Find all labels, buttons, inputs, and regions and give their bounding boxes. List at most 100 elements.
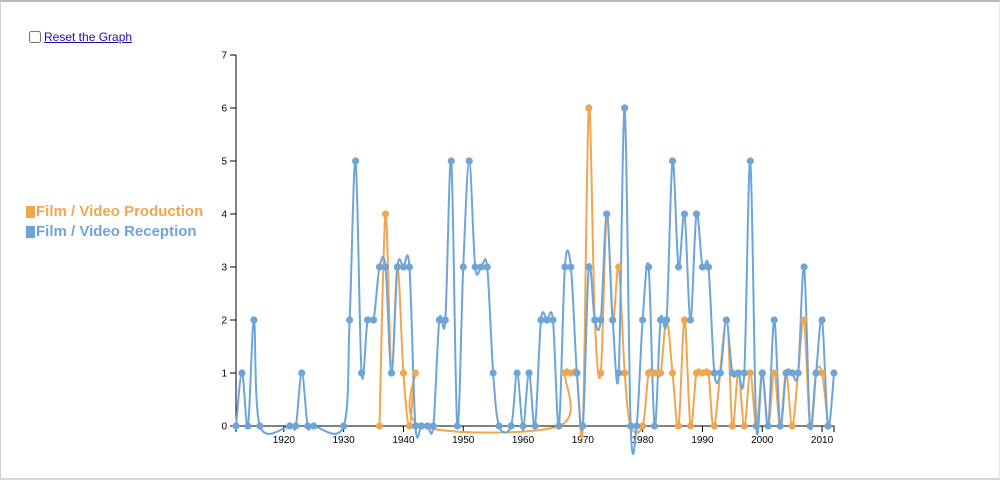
data-point-reception[interactable] <box>471 263 479 271</box>
data-point-reception[interactable] <box>806 422 814 430</box>
data-point-reception[interactable] <box>495 422 503 430</box>
data-point-reception[interactable] <box>692 210 701 218</box>
data-point-reception[interactable] <box>746 157 754 165</box>
data-point-reception[interactable] <box>770 316 778 324</box>
data-point-reception[interactable] <box>645 263 653 271</box>
data-point-reception[interactable] <box>513 369 521 377</box>
data-point-reception[interactable] <box>609 316 617 324</box>
data-point-reception[interactable] <box>716 369 724 377</box>
data-point-production[interactable] <box>585 104 593 112</box>
data-point-reception[interactable] <box>346 316 354 324</box>
data-point-reception[interactable] <box>411 422 419 430</box>
data-point-reception[interactable] <box>573 369 581 377</box>
data-point-reception[interactable] <box>639 316 647 324</box>
data-point-reception[interactable] <box>453 422 461 430</box>
data-point-production[interactable] <box>692 369 701 377</box>
data-point-production[interactable] <box>818 369 826 377</box>
data-point-production[interactable] <box>770 369 778 377</box>
data-point-reception[interactable] <box>752 422 760 430</box>
reset-checkbox[interactable] <box>29 31 41 43</box>
data-point-reception[interactable] <box>597 316 605 324</box>
data-point-production[interactable] <box>645 369 653 377</box>
data-point-reception[interactable] <box>519 422 527 430</box>
data-point-reception[interactable] <box>352 157 360 165</box>
data-point-reception[interactable] <box>310 422 318 430</box>
data-point-reception[interactable] <box>405 263 414 271</box>
data-point-reception[interactable] <box>507 422 515 430</box>
legend-item-reception[interactable]: Film / Video Reception <box>26 222 203 242</box>
data-point-production[interactable] <box>651 369 659 377</box>
data-point-reception[interactable] <box>489 369 497 377</box>
data-point-production[interactable] <box>621 369 629 377</box>
data-point-reception[interactable] <box>340 422 348 430</box>
reset-control[interactable]: Reset the Graph <box>29 30 132 44</box>
data-point-reception[interactable] <box>363 316 372 324</box>
data-point-reception[interactable] <box>423 422 431 430</box>
data-point-reception[interactable] <box>686 316 695 324</box>
data-point-reception[interactable] <box>656 316 665 324</box>
data-point-reception[interactable] <box>591 316 599 324</box>
data-point-reception[interactable] <box>662 316 671 324</box>
data-point-reception[interactable] <box>830 369 838 377</box>
data-point-production[interactable] <box>375 422 384 430</box>
data-point-production[interactable] <box>381 210 390 218</box>
data-point-reception[interactable] <box>375 263 384 271</box>
data-point-reception[interactable] <box>567 263 575 271</box>
data-point-production[interactable] <box>788 422 796 430</box>
data-point-reception[interactable] <box>794 369 802 377</box>
legend-item-production[interactable]: Film / Video Production <box>26 202 203 222</box>
data-point-production[interactable] <box>561 369 569 377</box>
data-point-reception[interactable] <box>758 369 766 377</box>
data-point-reception[interactable] <box>441 316 449 324</box>
data-point-reception[interactable] <box>369 316 378 324</box>
reset-graph-link[interactable]: Reset the Graph <box>44 30 133 44</box>
data-point-reception[interactable] <box>674 263 683 271</box>
data-point-reception[interactable] <box>722 316 730 324</box>
data-point-reception[interactable] <box>776 422 784 430</box>
data-point-reception[interactable] <box>417 422 425 430</box>
data-point-reception[interactable] <box>651 422 659 430</box>
data-point-production[interactable] <box>686 422 695 430</box>
data-point-production[interactable] <box>740 422 748 430</box>
data-point-reception[interactable] <box>555 422 563 430</box>
data-point-reception[interactable] <box>525 369 533 377</box>
data-point-reception[interactable] <box>232 422 240 430</box>
data-point-reception[interactable] <box>668 157 677 165</box>
data-point-reception[interactable] <box>238 369 246 377</box>
data-point-reception[interactable] <box>483 263 491 271</box>
data-point-production[interactable] <box>639 422 647 430</box>
data-point-reception[interactable] <box>256 422 264 430</box>
data-point-reception[interactable] <box>477 263 485 271</box>
data-point-production[interactable] <box>567 369 575 377</box>
data-point-production[interactable] <box>405 422 414 430</box>
data-point-reception[interactable] <box>292 422 300 430</box>
data-point-reception[interactable] <box>579 422 587 430</box>
data-point-reception[interactable] <box>429 422 437 430</box>
data-point-production[interactable] <box>411 369 419 377</box>
data-point-reception[interactable] <box>782 369 790 377</box>
data-point-reception[interactable] <box>603 210 611 218</box>
data-point-production[interactable] <box>746 369 754 377</box>
data-point-production[interactable] <box>698 369 707 377</box>
data-point-production[interactable] <box>800 316 808 324</box>
data-point-reception[interactable] <box>710 369 719 377</box>
data-point-reception[interactable] <box>698 263 707 271</box>
data-point-reception[interactable] <box>800 263 808 271</box>
data-point-reception[interactable] <box>680 210 689 218</box>
data-point-reception[interactable] <box>561 263 569 271</box>
data-point-reception[interactable] <box>543 316 551 324</box>
data-point-reception[interactable] <box>531 422 539 430</box>
data-point-production[interactable] <box>399 369 408 377</box>
data-point-reception[interactable] <box>399 263 408 271</box>
data-point-reception[interactable] <box>447 157 455 165</box>
data-point-reception[interactable] <box>824 422 832 430</box>
data-point-production[interactable] <box>674 422 683 430</box>
data-point-reception[interactable] <box>286 422 294 430</box>
data-point-reception[interactable] <box>621 104 629 112</box>
data-point-reception[interactable] <box>304 422 312 430</box>
data-point-production[interactable] <box>704 369 713 377</box>
data-point-production[interactable] <box>668 369 677 377</box>
data-point-reception[interactable] <box>537 316 545 324</box>
data-point-reception[interactable] <box>244 422 252 430</box>
data-point-reception[interactable] <box>740 369 748 377</box>
